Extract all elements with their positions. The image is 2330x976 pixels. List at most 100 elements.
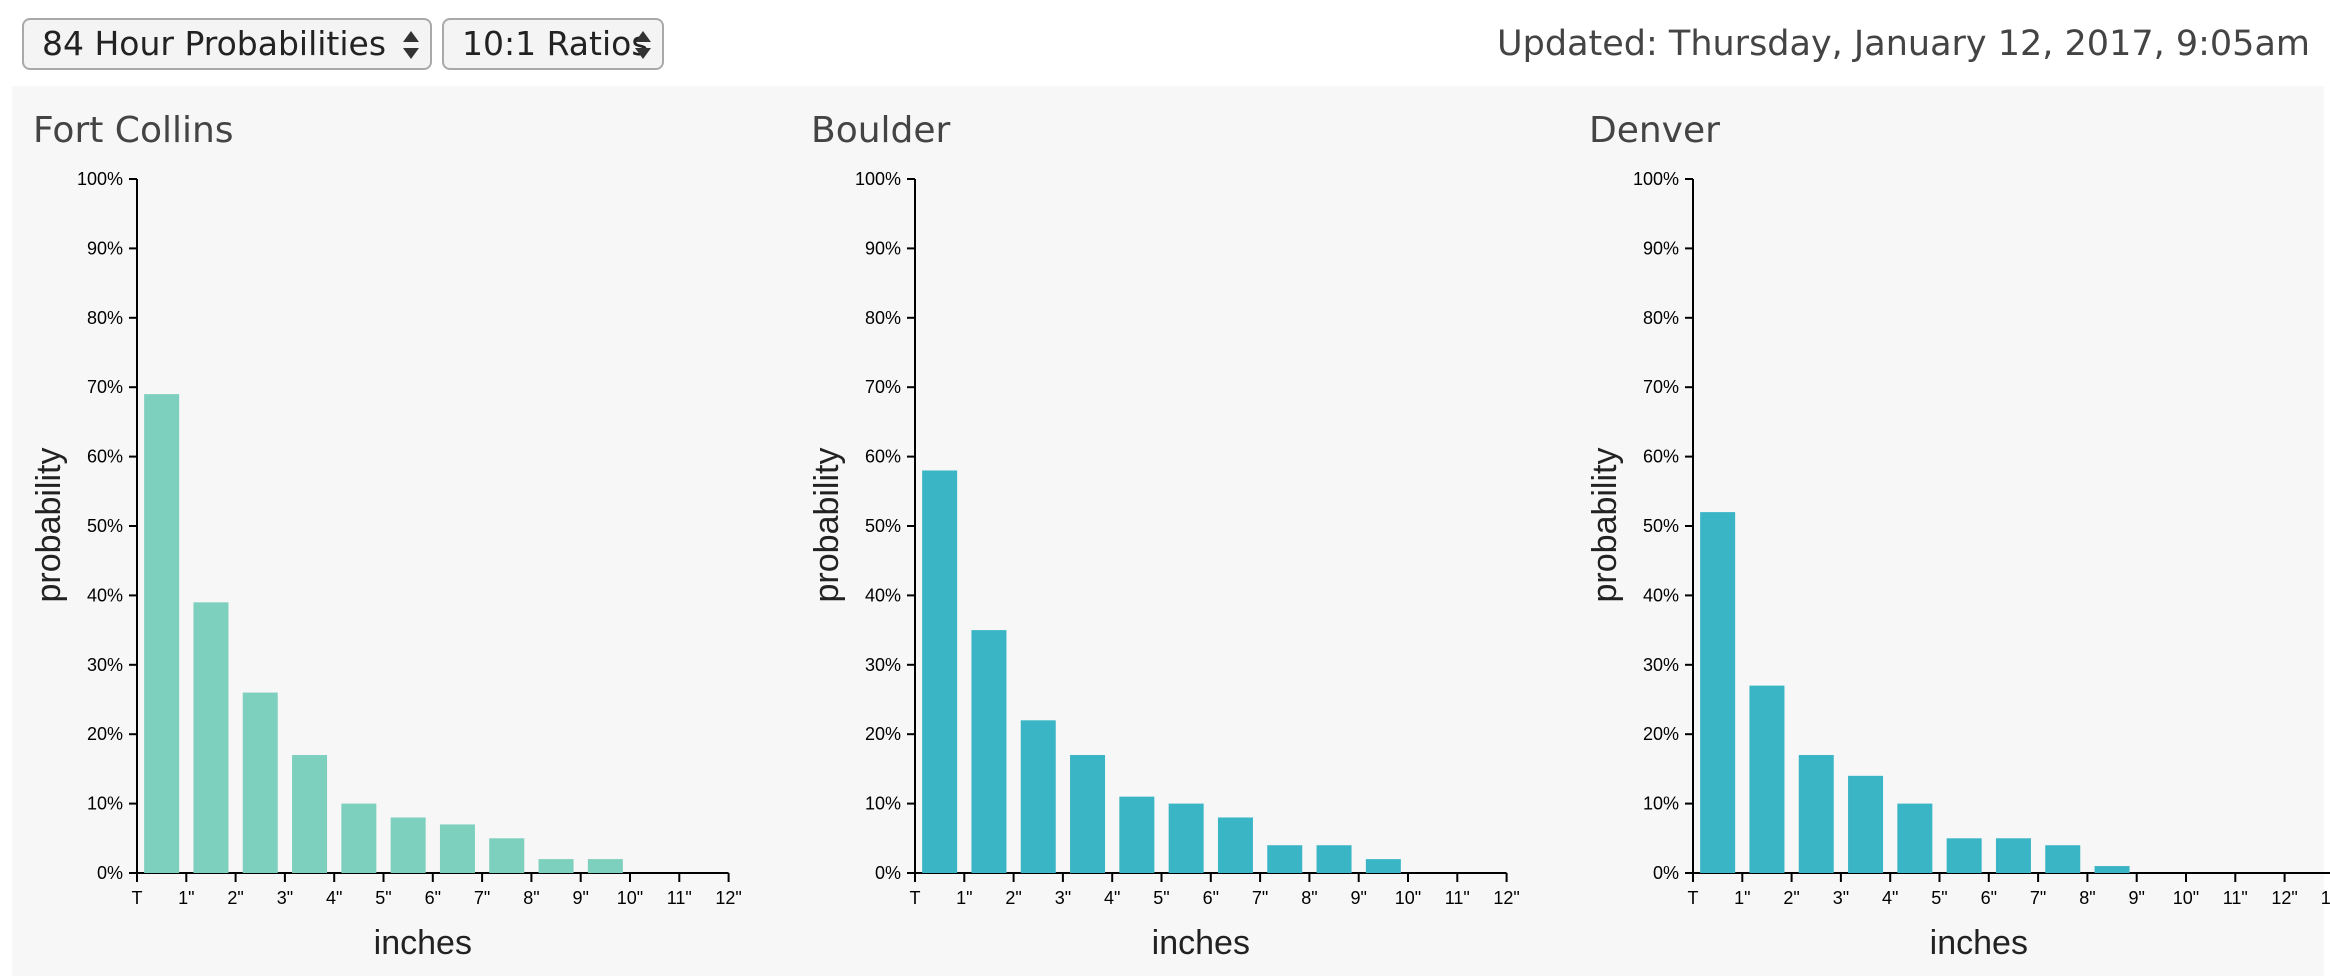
x-tick-label: 1": [956, 888, 972, 908]
x-tick-label: 6": [1981, 888, 1997, 908]
x-tick-label: 4": [326, 888, 342, 908]
y-tick-label: 50%: [87, 516, 123, 536]
x-tick-label: 5": [1153, 888, 1169, 908]
forecast-period-select[interactable]: 84 Hour Probabilities: [22, 18, 432, 70]
x-tick-label: 9": [572, 888, 588, 908]
y-tick-label: 80%: [865, 308, 901, 328]
y-tick-label: 10%: [1643, 794, 1679, 814]
snow-ratio-value: 10:1 Ratios: [462, 24, 649, 63]
x-tick-label: 8": [2079, 888, 2095, 908]
y-tick-label: 80%: [87, 308, 123, 328]
chart-title-fort-collins: Fort Collins: [33, 110, 234, 151]
bar: [439, 824, 475, 873]
x-tick-label: 10": [2173, 888, 2199, 908]
x-axis-label: inches: [1930, 924, 2028, 962]
x-tick-label: 2": [1005, 888, 1021, 908]
x-tick-label: 1": [1734, 888, 1750, 908]
x-tick-label: 3": [1055, 888, 1071, 908]
y-tick-label: 90%: [87, 238, 123, 258]
x-tick-label: 4": [1104, 888, 1120, 908]
x-tick-label: 13": [2321, 888, 2330, 908]
bar-chart-denver: 0% 10% 20% 30% 40% 50% 60% 70% 80% 90% 100% T 1" 2" 3"…: [1586, 169, 2330, 962]
bar: [1995, 838, 2031, 873]
y-tick-label: 100%: [855, 169, 901, 189]
y-tick-label: 10%: [865, 794, 901, 814]
y-tick-label: 60%: [865, 447, 901, 467]
y-tick-label: 40%: [1643, 585, 1679, 605]
bar: [193, 602, 229, 873]
bar: [1070, 755, 1106, 873]
x-tick-label: 8": [523, 888, 539, 908]
x-tick-label: 12": [2271, 888, 2297, 908]
x-tick-label: 2": [1783, 888, 1799, 908]
y-tick-label: 0%: [97, 863, 123, 883]
bar: [1217, 817, 1253, 873]
x-tick-label: 9": [1350, 888, 1366, 908]
chart-title-boulder: Boulder: [811, 110, 951, 151]
x-tick-label: 12": [715, 888, 741, 908]
bar: [1848, 775, 1884, 873]
bar: [1365, 859, 1401, 873]
y-tick-label: 30%: [87, 655, 123, 675]
y-tick-label: 100%: [1633, 169, 1679, 189]
y-tick-label: 100%: [77, 169, 123, 189]
x-tick-label: T: [132, 888, 143, 908]
x-tick-label: 3": [1833, 888, 1849, 908]
y-axis-label: probability: [808, 448, 846, 603]
x-tick-label: 7": [474, 888, 490, 908]
bar: [538, 859, 574, 873]
y-tick-label: 70%: [1643, 377, 1679, 397]
bar: [292, 755, 328, 873]
top-bar: 84 Hour Probabilities 10:1 Ratios Update…: [0, 0, 2330, 86]
x-tick-label: 2": [227, 888, 243, 908]
y-tick-label: 50%: [865, 516, 901, 536]
bar: [971, 630, 1007, 873]
y-tick-label: 10%: [87, 794, 123, 814]
x-tick-label: 3": [277, 888, 293, 908]
bar: [1897, 803, 1933, 873]
bar: [922, 470, 958, 873]
x-axis-label: inches: [1152, 924, 1250, 962]
x-tick-label: 6": [425, 888, 441, 908]
chart-title-denver: Denver: [1589, 110, 1720, 151]
bar: [1168, 803, 1204, 873]
x-tick-label: 11": [667, 888, 692, 908]
y-tick-label: 90%: [865, 238, 901, 258]
y-tick-label: 40%: [87, 585, 123, 605]
x-tick-label: 11": [2223, 888, 2248, 908]
x-tick-label: 5": [375, 888, 391, 908]
x-tick-label: 10": [1395, 888, 1421, 908]
y-tick-label: 60%: [1643, 447, 1679, 467]
x-tick-label: 11": [1445, 888, 1470, 908]
y-tick-label: 60%: [87, 447, 123, 467]
bar: [341, 803, 377, 873]
bar: [489, 838, 525, 873]
y-tick-label: 0%: [1653, 863, 1679, 883]
bar: [242, 692, 278, 873]
x-tick-label: T: [910, 888, 921, 908]
bar: [1020, 720, 1056, 873]
y-tick-label: 40%: [865, 585, 901, 605]
y-axis-label: probability: [30, 448, 68, 603]
y-tick-label: 90%: [1643, 238, 1679, 258]
forecast-period-value: 84 Hour Probabilities: [42, 24, 387, 63]
y-tick-label: 80%: [1643, 308, 1679, 328]
y-tick-label: 70%: [865, 377, 901, 397]
x-tick-label: 7": [2030, 888, 2046, 908]
x-axis-label: inches: [374, 924, 472, 962]
bar: [1798, 755, 1834, 873]
y-tick-label: 20%: [1643, 724, 1679, 744]
x-tick-label: 10": [617, 888, 643, 908]
bar: [587, 859, 623, 873]
x-tick-label: 7": [1252, 888, 1268, 908]
snow-ratio-select[interactable]: 10:1 Ratios: [442, 18, 664, 70]
y-axis-label: probability: [1586, 448, 1624, 603]
bar: [1700, 512, 1736, 873]
bar: [1749, 685, 1785, 873]
x-tick-label: 12": [1493, 888, 1519, 908]
y-tick-label: 30%: [865, 655, 901, 675]
bar: [1267, 845, 1303, 873]
x-tick-label: 1": [178, 888, 194, 908]
bar: [1946, 838, 1982, 873]
updated-timestamp: Updated: Thursday, January 12, 2017, 9:0…: [1497, 24, 2310, 64]
